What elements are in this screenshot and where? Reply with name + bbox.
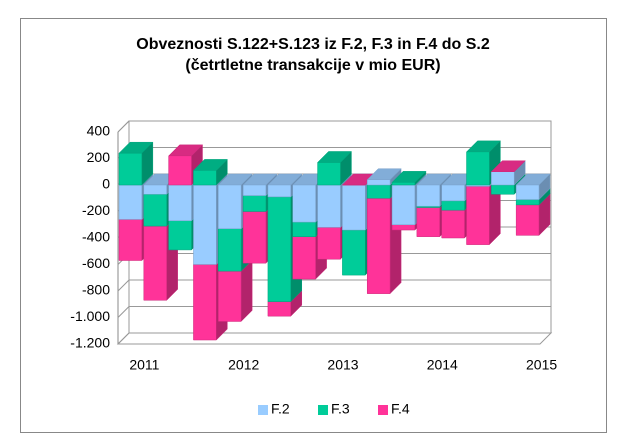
bar-face [317, 162, 341, 186]
x-tick-label: 2011 [129, 357, 159, 373]
bar [192, 158, 228, 186]
x-tick-label: 2014 [427, 357, 458, 373]
bar-face [441, 209, 465, 239]
bar [391, 170, 427, 186]
bar-face [168, 220, 192, 251]
bar-face [317, 184, 341, 228]
bar-face [118, 219, 143, 261]
bar-face [491, 184, 515, 195]
grid-line [117, 332, 551, 345]
bar-face [391, 224, 416, 231]
bar [118, 141, 154, 186]
bar-face [218, 184, 242, 229]
y-tick-label: -800 [82, 282, 110, 298]
legend-swatch [318, 405, 328, 415]
bar-face [292, 184, 316, 223]
bar-face [242, 195, 267, 212]
chart-subtitle: (četrtletne transakcije v mio EUR) [185, 57, 440, 74]
bar-face [441, 184, 465, 202]
y-tick-label: -600 [82, 255, 110, 271]
bar-face [143, 194, 167, 227]
bar-face [491, 171, 515, 186]
bar [366, 168, 402, 186]
bar-face [416, 207, 440, 237]
x-tick-label: 2013 [327, 357, 358, 373]
bar-face [267, 184, 292, 198]
bar-face [515, 204, 540, 236]
bar-face [342, 229, 366, 276]
bar-face [218, 228, 242, 272]
legend-label: F.4 [391, 401, 410, 417]
bar-face [366, 184, 391, 199]
bar-face [193, 264, 217, 341]
y-tick-label: -400 [82, 229, 110, 245]
y-tick-label: 200 [87, 149, 111, 165]
bar-face [317, 227, 341, 260]
bar-face [466, 151, 490, 186]
bar-face [143, 184, 167, 195]
bar [168, 144, 204, 186]
bar-face [292, 221, 316, 237]
x-tick-label: 2015 [526, 357, 557, 373]
bar-face [391, 184, 416, 225]
grid-line [117, 279, 551, 292]
bar-face [366, 179, 391, 186]
chart-title: Obveznosti S.122+S.123 iz F.2, F.3 in F.… [136, 36, 490, 53]
bar-face [515, 199, 540, 206]
bar-face [342, 184, 366, 231]
grid-line [117, 120, 551, 133]
bar-face [143, 225, 167, 301]
bar-face [193, 184, 217, 265]
grid-line [117, 306, 551, 318]
bar-face [292, 236, 316, 280]
bar-face [218, 270, 242, 322]
legend-swatch [378, 405, 388, 415]
bar-face [267, 196, 292, 302]
bar-face [366, 198, 391, 294]
bar-face [267, 301, 292, 317]
bar-face [391, 182, 416, 186]
bar-face [466, 186, 490, 245]
bar-face [515, 184, 540, 200]
bar-face [242, 184, 267, 196]
x-tick-label: 2012 [228, 357, 259, 373]
legend-swatch [258, 405, 268, 415]
y-tick-label: -200 [82, 202, 110, 218]
legend-label: F.2 [271, 401, 290, 417]
bar-face [441, 200, 465, 211]
legend-label: F.3 [331, 401, 350, 417]
bar-face [118, 152, 143, 186]
bar-face [193, 170, 217, 186]
y-tick-label: 0 [102, 176, 110, 192]
bar-face [416, 184, 440, 207]
bar-face [168, 184, 192, 222]
bar-face [242, 211, 267, 264]
y-tick-label: -1.000 [70, 308, 110, 324]
bar-face [118, 184, 143, 220]
bar [515, 173, 551, 201]
y-tick-label: 400 [87, 123, 111, 139]
bar-face [168, 155, 192, 186]
bar [490, 160, 526, 172]
y-tick-label: -1.200 [70, 335, 110, 351]
bar [316, 150, 353, 186]
